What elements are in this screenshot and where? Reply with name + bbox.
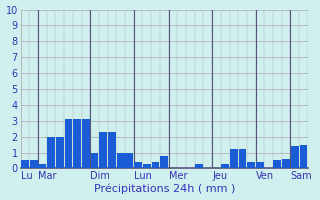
Bar xyxy=(256,162,264,168)
Bar xyxy=(56,137,64,168)
Bar xyxy=(282,159,290,168)
Bar xyxy=(230,149,238,168)
Bar xyxy=(30,160,37,168)
Bar xyxy=(152,162,159,168)
Bar xyxy=(134,162,142,168)
Bar xyxy=(47,137,55,168)
Bar xyxy=(300,145,308,168)
Bar xyxy=(108,132,116,168)
Bar xyxy=(221,164,229,168)
Bar xyxy=(195,164,203,168)
Bar xyxy=(247,162,255,168)
X-axis label: Précipitations 24h ( mm ): Précipitations 24h ( mm ) xyxy=(93,184,235,194)
Bar xyxy=(38,164,46,168)
Bar xyxy=(100,132,107,168)
Bar xyxy=(274,160,281,168)
Bar xyxy=(125,153,133,168)
Bar xyxy=(82,119,90,168)
Bar xyxy=(239,149,246,168)
Bar xyxy=(91,153,99,168)
Bar xyxy=(21,160,29,168)
Bar xyxy=(65,119,72,168)
Bar xyxy=(143,164,151,168)
Bar xyxy=(73,119,81,168)
Bar xyxy=(160,156,168,168)
Bar xyxy=(291,146,299,168)
Bar xyxy=(117,153,124,168)
